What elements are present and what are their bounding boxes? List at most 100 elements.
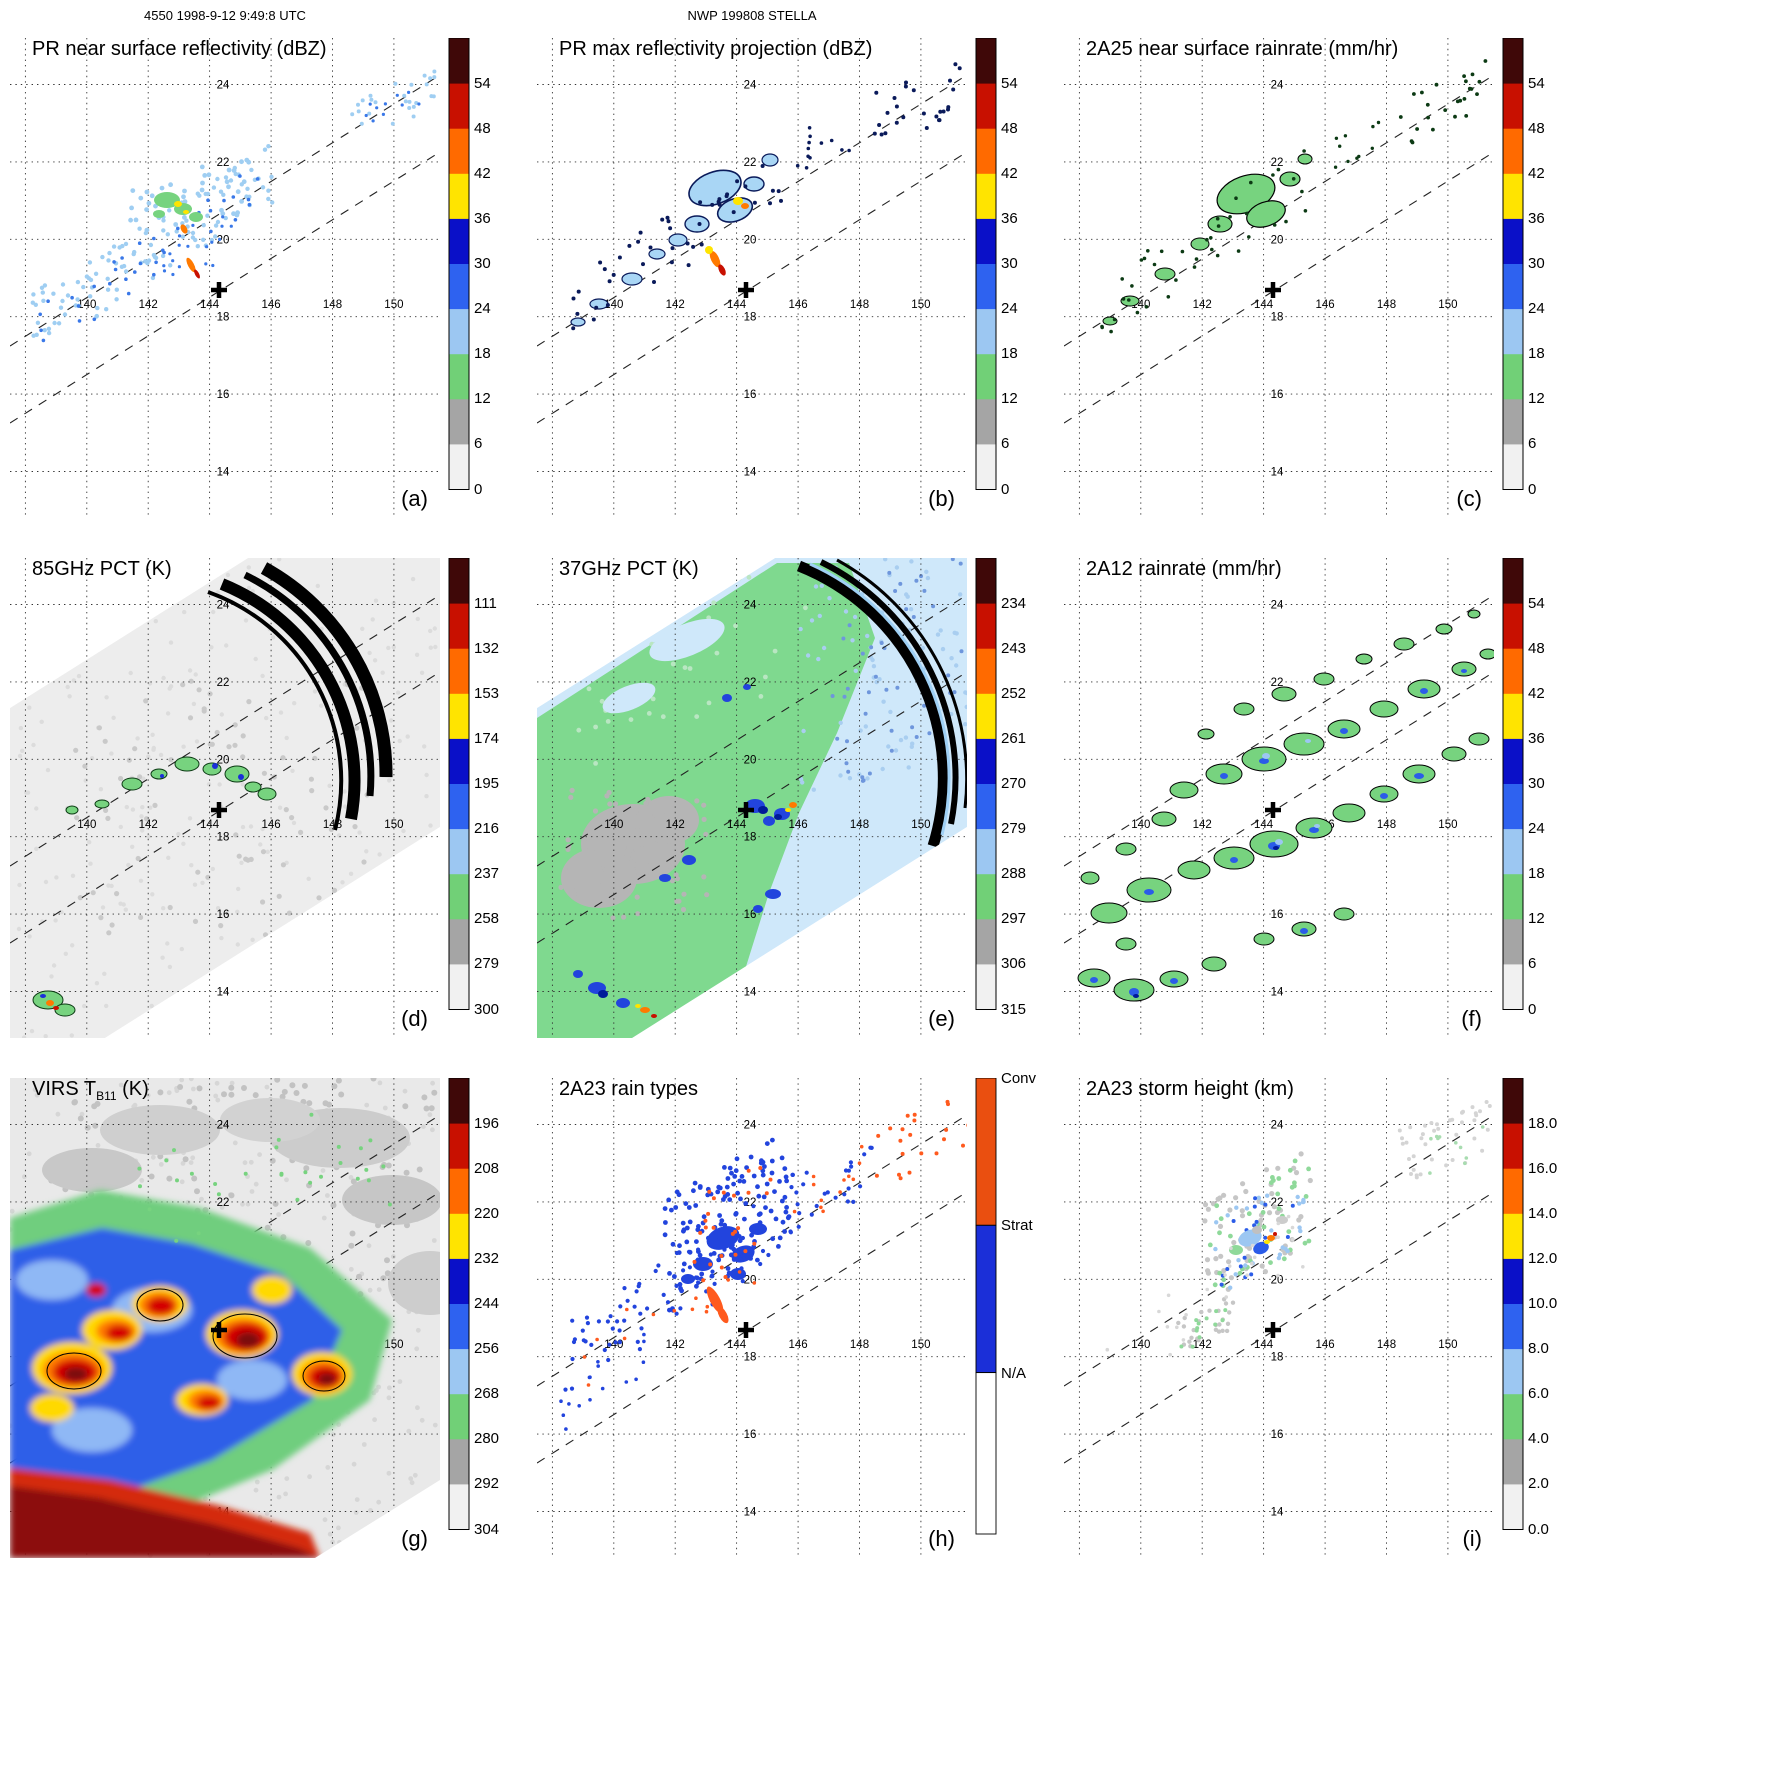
svg-text:24: 24 (744, 1120, 757, 1132)
colorbar-tick: 261 (1001, 729, 1027, 747)
colorbar-tick: 256 (474, 1340, 500, 1358)
data-layer (1105, 1100, 1492, 1357)
panel-title: 2A12 rainrate (mm/hr) (1086, 558, 1282, 580)
svg-text:142: 142 (666, 299, 685, 311)
data-layer (570, 62, 962, 331)
svg-text:146: 146 (789, 299, 808, 311)
colorbar-tick: 279 (474, 955, 500, 973)
svg-text:150: 150 (384, 819, 403, 831)
colorbar-tick: 18 (1528, 345, 1545, 363)
colorbar-tick: 54 (1001, 74, 1018, 92)
colorbar-tick: 0 (474, 480, 483, 498)
storm-center-marker (1265, 802, 1281, 818)
colorbar-tick: 36 (1528, 209, 1545, 227)
colorbar-tick: 42 (1001, 164, 1018, 182)
colorbar (1502, 558, 1524, 1011)
colorbar-tick: 237 (474, 865, 500, 883)
svg-text:14: 14 (217, 987, 230, 999)
swath-edge-lines (1064, 74, 1494, 424)
storm-center-marker (738, 1322, 754, 1338)
svg-text:148: 148 (850, 1339, 869, 1351)
svg-text:146: 146 (262, 299, 281, 311)
svg-text:16: 16 (217, 389, 230, 401)
svg-text:150: 150 (1438, 819, 1457, 831)
colorbar-tick: 258 (474, 910, 500, 928)
svg-text:146: 146 (262, 819, 281, 831)
svg-text:24: 24 (1271, 80, 1284, 92)
panel-title: PR max reflectivity projection (dBZ) (559, 38, 873, 60)
svg-text:24: 24 (217, 1120, 230, 1132)
svg-text:142: 142 (1193, 299, 1212, 311)
svg-text:18: 18 (217, 312, 230, 324)
colorbar (448, 38, 470, 491)
svg-text:144: 144 (1254, 1339, 1274, 1351)
colorbar-tick: 24 (1528, 300, 1545, 318)
svg-text:22: 22 (217, 677, 230, 689)
storm-center-marker (738, 282, 754, 298)
svg-text:16: 16 (1271, 909, 1284, 921)
colorbar-tick: 42 (1528, 684, 1545, 702)
colorbar-tick: 234 (1001, 594, 1027, 612)
map-d: 140 142 144 146 148 150 24 22 20 18 16 14 (d) (10, 558, 440, 1038)
colorbar-tick: 208 (474, 1159, 500, 1177)
svg-text:144: 144 (727, 819, 747, 831)
svg-text:144: 144 (1254, 299, 1274, 311)
colorbar-tick: 2.0 (1528, 1475, 1549, 1493)
svg-text:18: 18 (1271, 312, 1284, 324)
colorbar (975, 38, 997, 491)
colorbar-tick: 14.0 (1528, 1204, 1558, 1222)
colorbar-tick: 12.0 (1528, 1249, 1558, 1267)
colorbar-tick: 12 (1528, 390, 1545, 408)
svg-text:22: 22 (217, 1197, 230, 1209)
colorbar-tick: 216 (474, 820, 500, 838)
colorbar-tick: 54 (1528, 594, 1545, 612)
svg-text:146: 146 (789, 1339, 808, 1351)
panel-title: VIRS TB11 (K) (32, 1078, 149, 1103)
svg-text:24: 24 (1271, 600, 1284, 612)
map-a: 140 142 144 146 148 150 24 22 20 18 16 14 (a) (10, 38, 440, 518)
svg-text:14: 14 (217, 467, 230, 479)
panel-title: 2A25 near surface rainrate (mm/hr) (1086, 38, 1399, 60)
svg-text:14: 14 (1271, 467, 1284, 479)
colorbar-tick: 36 (1528, 729, 1545, 747)
colorbar-tick: 292 (474, 1475, 500, 1493)
svg-text:20: 20 (744, 754, 757, 766)
panel-letter: (b) (928, 486, 955, 511)
panel-h: 140 142 144 146 148 150 24 22 20 18 16 14 (h) 2A23 ra… (537, 1070, 1067, 1583)
panel-letter: (f) (1461, 1006, 1482, 1031)
colorbar-tick: 30 (474, 255, 491, 272)
panel-title: 2A23 rain types (559, 1078, 698, 1100)
colorbar-tick: 4.0 (1528, 1430, 1549, 1448)
panel-letter: (e) (928, 1006, 955, 1031)
colorbar-label: N/A (1001, 1364, 1027, 1382)
svg-text:148: 148 (850, 299, 869, 311)
colorbar-tick: 36 (1001, 209, 1018, 227)
colorbar-tick: 6.0 (1528, 1385, 1549, 1403)
colorbar-tick: 18 (1001, 345, 1018, 363)
svg-text:24: 24 (217, 80, 230, 92)
colorbar (1502, 1078, 1524, 1531)
colorbar-tick: 42 (1528, 164, 1545, 182)
lat-lon-grid (10, 558, 440, 1038)
background-layer (10, 558, 440, 1038)
colorbar-tick: 24 (474, 300, 491, 318)
colorbar (448, 558, 470, 1011)
colorbar (1502, 38, 1524, 491)
colorbar-tick: 300 (474, 1000, 500, 1018)
svg-text:144: 144 (727, 299, 747, 311)
swath-edge-lines (10, 74, 440, 424)
colorbar-tick: 6 (1528, 955, 1537, 973)
svg-text:150: 150 (1438, 1339, 1457, 1351)
svg-text:150: 150 (1438, 299, 1457, 311)
colorbar-tick: 0.0 (1528, 1520, 1549, 1538)
svg-text:148: 148 (850, 819, 869, 831)
svg-text:144: 144 (200, 299, 220, 311)
